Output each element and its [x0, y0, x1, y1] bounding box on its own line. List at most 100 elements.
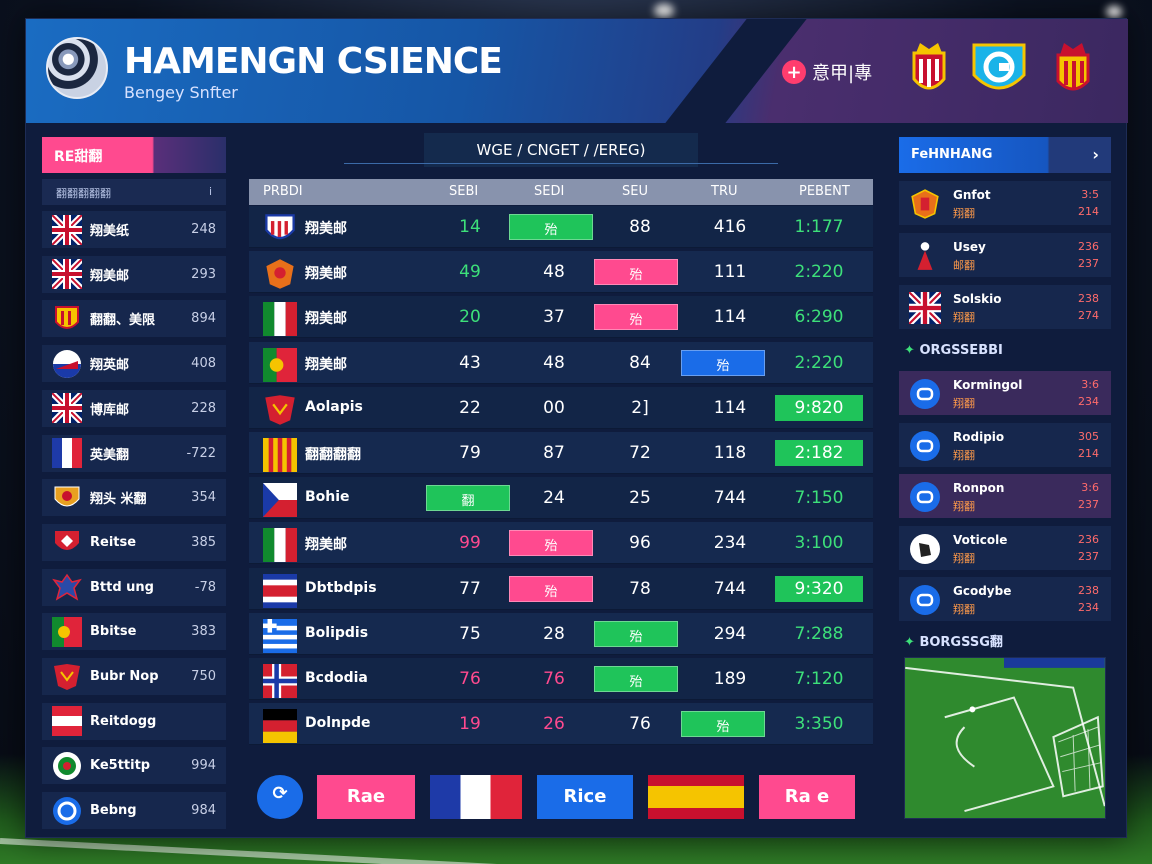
- team-name: Bcdodia: [305, 670, 368, 686]
- team-list-item[interactable]: 博库邮 228: [42, 389, 226, 427]
- team-value: 408: [191, 356, 216, 372]
- atletico-crest-icon[interactable]: [906, 39, 952, 99]
- round-crest-icon: [52, 751, 82, 781]
- spain-flag-button[interactable]: [648, 775, 744, 819]
- plus-icon: +: [782, 60, 806, 84]
- team-list-item[interactable]: 翔英邮 408: [42, 345, 226, 383]
- portugal-flag-icon: [52, 616, 82, 647]
- stadium-item[interactable]: Rodipio 翔翻 305 214: [899, 422, 1111, 467]
- highlight-pill[interactable]: 殆: [681, 711, 765, 738]
- stadium-stat: 237: [1078, 498, 1099, 511]
- highlight-pill[interactable]: 翻: [426, 485, 510, 512]
- col-header[interactable]: PEBENT: [799, 184, 850, 199]
- team-value: 293: [191, 266, 216, 282]
- table-row[interactable]: 翻翻翻翻 79 87 72 118 2:182: [249, 432, 873, 474]
- stat-cell: 75: [459, 623, 481, 644]
- stadium-stat: 236: [1078, 532, 1099, 546]
- stadium-light: [654, 4, 674, 18]
- team-name: Usey: [953, 240, 986, 254]
- stadium-item[interactable]: Kormingol 翔翻 3:6 234: [899, 371, 1111, 415]
- team-list-item[interactable]: 翻翻、美限 894: [42, 300, 226, 338]
- team-list-item[interactable]: 翔美邮 293: [42, 255, 226, 293]
- pitch-image[interactable]: [904, 657, 1106, 819]
- ratio-cell: 7:120: [794, 669, 844, 689]
- team-list-item[interactable]: 英美翻 -722: [42, 434, 226, 472]
- table-row[interactable]: 翔美邮 20 37 114 殆 6:290: [249, 296, 873, 339]
- refresh-button[interactable]: ⟳: [257, 775, 303, 819]
- highlight-pill[interactable]: 殆: [509, 214, 593, 240]
- team-value: 984: [191, 803, 216, 819]
- stat-cell: 744: [713, 488, 747, 509]
- ranking-item[interactable]: Gnfot 翔翻 3:5 214: [899, 181, 1111, 225]
- highlight-pill[interactable]: 殆: [594, 666, 678, 692]
- ranking-header[interactable]: FeHNHANG ›: [899, 137, 1111, 173]
- ratio-cell: 1:177: [794, 217, 844, 237]
- table-row[interactable]: Dolnpde 19 26 76 殆 3:350: [249, 703, 873, 746]
- stat-cell: 234: [713, 533, 747, 554]
- blue-crest-icon[interactable]: [968, 39, 1030, 99]
- stadium-item[interactable]: Gcodybe 翔翻 238 234: [899, 577, 1111, 621]
- highlight-pill[interactable]: 殆: [509, 530, 593, 557]
- table-row[interactable]: Bolipdis 75 28 294 殆 7:288: [249, 612, 873, 655]
- round-flag-icon: [52, 349, 82, 379]
- highlight-pill[interactable]: 殆: [509, 575, 593, 602]
- team-list-item[interactable]: Bbitse 383: [42, 613, 226, 651]
- stat-cell: 28: [543, 623, 565, 644]
- stadium-name: Kormingol: [953, 378, 1023, 392]
- highlight-pill[interactable]: 殆: [594, 259, 678, 286]
- stat-cell: 416: [713, 217, 747, 237]
- table-tab[interactable]: WGE / CNGET / /EREG): [424, 133, 698, 167]
- stadium-item[interactable]: Voticole 翔翻 236 237: [899, 525, 1111, 570]
- bottom-button-1[interactable]: Rae: [317, 775, 415, 819]
- table-row[interactable]: 翔美邮 99 96 234 殆 3:100: [249, 522, 873, 565]
- team-name: Reitse: [90, 534, 137, 550]
- col-header[interactable]: SEBI: [449, 184, 479, 199]
- table-row[interactable]: 翔美邮 43 48 84 殆 2:220: [249, 341, 873, 384]
- col-header[interactable]: SEU: [622, 184, 648, 199]
- stadium-name: Voticole: [953, 532, 1008, 547]
- stat-cell: 294: [713, 623, 747, 644]
- table-row[interactable]: Dbtbdpis 77 78 744 殆 9:320: [249, 567, 873, 610]
- team-name: Bttd ung: [90, 579, 154, 595]
- table-row[interactable]: 翔美邮 49 48 111 殆 2:220: [249, 251, 873, 294]
- stadium-item[interactable]: Ronpon 翔翻 3:6 237: [899, 474, 1111, 518]
- team-value: 894: [191, 311, 216, 327]
- team-name: 翻翻、美限: [90, 313, 156, 329]
- team-list-item[interactable]: 翔美纸 248: [42, 211, 226, 248]
- col-header[interactable]: SEDI: [534, 184, 565, 199]
- table-row[interactable]: Aolapis 22 00 2] 114 9:820: [249, 386, 873, 429]
- table-row[interactable]: 翔美邮 14 88 416 殆 1:177: [249, 206, 873, 248]
- team-value: 354: [191, 490, 216, 506]
- team-list-item[interactable]: Reitse 385: [42, 523, 226, 561]
- stat-cell: 43: [459, 352, 481, 373]
- stat-cell: 37: [543, 307, 565, 328]
- highlight-pill[interactable]: 殆: [594, 304, 678, 331]
- team-list-item[interactable]: Bebng 984: [42, 792, 226, 830]
- col-header[interactable]: TRU: [711, 184, 738, 199]
- info-icon[interactable]: i: [208, 185, 212, 198]
- chevron-right-icon[interactable]: ›: [1092, 145, 1099, 164]
- table-row[interactable]: Bcdodia 76 76 189 殆 7:120: [249, 658, 873, 700]
- highlight-pill[interactable]: 殆: [681, 349, 765, 376]
- team-list-item[interactable]: Bubr Nop 750: [42, 658, 226, 695]
- bottom-button-2[interactable]: Rice: [537, 775, 633, 819]
- col-header[interactable]: PRBDI: [263, 184, 303, 199]
- team-name: 翻翻翻翻: [305, 447, 361, 463]
- ranking-item[interactable]: Solskio 翔翻 238 274: [899, 285, 1111, 329]
- team-stat: 236: [1078, 240, 1099, 253]
- ranking-item[interactable]: Usey 邮翻 236 237: [899, 233, 1111, 277]
- france-flag-icon: [52, 438, 82, 468]
- team-list-item[interactable]: Reitdogg: [42, 702, 226, 740]
- ratio-cell: 7:150: [794, 488, 844, 509]
- france-flag-button[interactable]: [430, 775, 522, 819]
- table-row[interactable]: Bohie 24 25 744 翻 7:150: [249, 477, 873, 520]
- spain-crest-icon[interactable]: [1050, 39, 1096, 99]
- italy-flag-icon: [263, 302, 297, 337]
- team-list-item[interactable]: Bttd ung -78: [42, 568, 226, 606]
- bottom-button-3[interactable]: Ra e: [759, 775, 855, 819]
- team-list-item[interactable]: Ke5ttitp 994: [42, 747, 226, 785]
- league-label[interactable]: + 意甲|專: [782, 59, 872, 85]
- team-list-item[interactable]: 翔头 米翻 354: [42, 479, 226, 517]
- stat-cell: 79: [459, 443, 481, 463]
- highlight-pill[interactable]: 殆: [594, 620, 678, 647]
